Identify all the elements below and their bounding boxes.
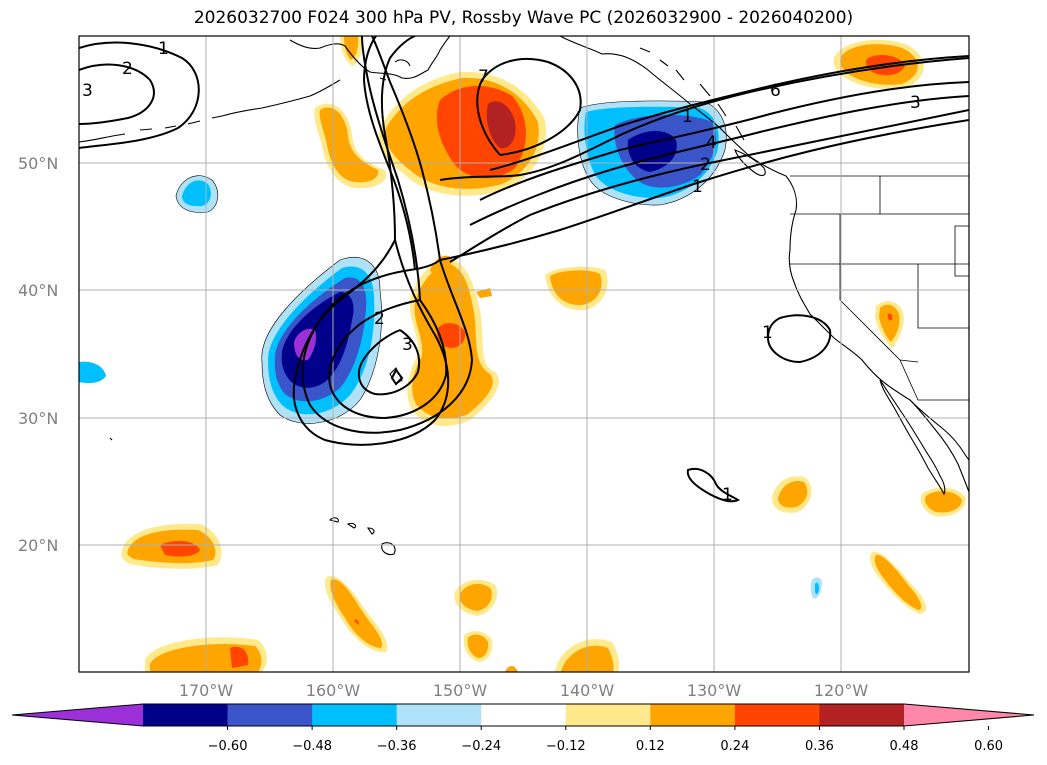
colorbar-segment <box>143 704 229 726</box>
map-frame <box>78 35 970 673</box>
contour-label: 6 <box>770 81 781 101</box>
contour-label: 1 <box>682 107 693 127</box>
negative-anomaly-fill <box>79 100 822 599</box>
colorbar-tick-label: 0.48 <box>890 739 919 754</box>
colorbar-tick-label: −0.36 <box>377 739 417 754</box>
latitude-labels: 50°N 40°N 30°N 20°N <box>18 154 58 555</box>
positive-anomaly-fill <box>121 36 966 672</box>
lat-label: 50°N <box>18 154 58 173</box>
contour-label: 7 <box>478 67 489 87</box>
graticule <box>79 36 969 672</box>
lat-label: 40°N <box>18 281 58 300</box>
colorbar-tick-label: −0.60 <box>208 739 248 754</box>
lon-label: 130°W <box>687 681 742 700</box>
contour-label: 4 <box>706 133 717 153</box>
pv-contours <box>79 36 969 503</box>
map-title: 2026032700 F024 300 hPa PV, Rossby Wave … <box>193 8 854 28</box>
lon-label: 150°W <box>433 681 488 700</box>
lat-label: 20°N <box>18 536 58 555</box>
colorbar-segment <box>650 704 736 726</box>
colorbar-extend-min <box>12 704 143 726</box>
contour-label: 2 <box>700 155 711 175</box>
contour-label: 1 <box>158 39 169 59</box>
colorbar-segment <box>481 704 567 726</box>
colorbar-outline <box>11 703 1035 727</box>
contour-label: 1 <box>692 177 703 197</box>
colorbar-segment <box>565 704 651 726</box>
colorbar-tick-label: −0.24 <box>461 739 501 754</box>
colorbar-tick-label: 0.12 <box>636 739 665 754</box>
longitude-labels: 170°W 160°W 150°W 140°W 130°W 120°W <box>179 681 869 700</box>
contour-label: 2 <box>122 59 133 79</box>
colorbar: −0.60 −0.48 −0.36 −0.24 −0.12 0.12 0.24 0.36 0.4… <box>11 703 1035 754</box>
map-content: 1 2 3 7 6 3 1 2 4 1 2 3 1 1 <box>79 36 969 672</box>
contour-label: 3 <box>82 81 93 101</box>
colorbar-tick-label: 0.24 <box>720 739 749 754</box>
lat-label: 30°N <box>18 409 58 428</box>
colorbar-tick-label: −0.48 <box>292 739 332 754</box>
colorbar-tick-label: 0.60 <box>974 739 1003 754</box>
colorbar-tick-label: 0.36 <box>805 739 834 754</box>
contour-label: 3 <box>910 93 921 113</box>
contour-label: 2 <box>374 309 385 329</box>
colorbar-segment <box>396 704 482 726</box>
lon-label: 160°W <box>306 681 361 700</box>
contour-label-group: 1 2 3 7 6 3 1 2 4 1 2 3 1 1 <box>82 39 921 505</box>
colorbar-segment <box>312 704 398 726</box>
colorbar-segment <box>734 704 820 726</box>
colorbar-tick-label: −0.12 <box>546 739 586 754</box>
contour-label: 1 <box>722 485 733 505</box>
colorbar-extend-max <box>904 704 1034 726</box>
lon-label: 120°W <box>814 681 869 700</box>
contour-label: 1 <box>762 323 773 343</box>
lon-label: 170°W <box>179 681 234 700</box>
lon-label: 140°W <box>560 681 615 700</box>
contour-label: 3 <box>402 335 413 355</box>
colorbar-segment <box>819 704 905 726</box>
political-borders <box>790 175 969 401</box>
colorbar-segment <box>227 704 313 726</box>
